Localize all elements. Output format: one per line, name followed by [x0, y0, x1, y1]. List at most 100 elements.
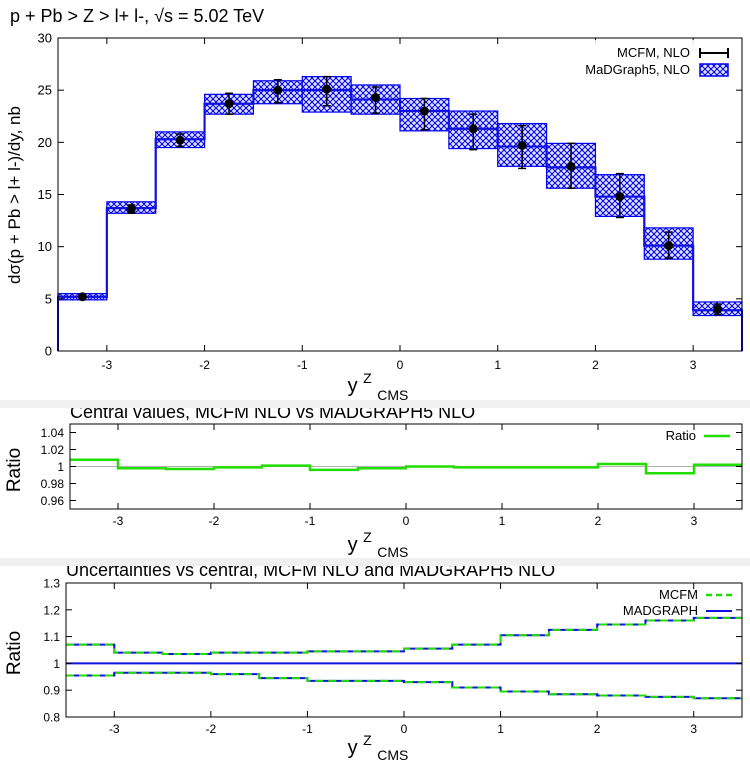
y-tick-label: 0	[45, 344, 52, 359]
x-tick-label: 0	[397, 358, 404, 372]
x-tick-label: -3	[109, 722, 120, 736]
x-axis-label-sub: CMS	[377, 387, 408, 400]
legend-label-madgraph: MaDGraph5, NLO	[585, 62, 690, 77]
legend-label-madgraph-unc: MADGRAPH	[623, 603, 698, 618]
x-tick-label: 2	[592, 358, 599, 372]
ratio-axis-ticks: -3 -2 -1 0 1 2 3 0.96 0.98 1 1.02 1.04	[41, 424, 742, 528]
x-tick-label: 3	[691, 514, 698, 528]
y-tick-label: 0.96	[41, 494, 65, 508]
uncertainty-x-label-sup: Z	[363, 732, 372, 748]
madgraph-outline	[57, 89, 743, 351]
x-tick-label: 3	[690, 358, 697, 372]
mcfm-point	[713, 304, 723, 314]
legend-label-mcfm-unc: MCFM	[659, 587, 698, 602]
mcfm-point	[371, 92, 381, 102]
y-axis-label: dσ(p + Pb > l+ l-)/dy, nb	[5, 106, 24, 284]
mcfm-points-series	[77, 75, 723, 316]
x-tick-label: 1	[494, 358, 501, 372]
uncertainty-axis-ticks: -3 -2 -1 0 1 2 3 0.8 0.9 1 1.1 1.2 1.3	[43, 577, 742, 736]
mcfm-lower-line	[66, 671, 742, 700]
ratio-legend: Ratio	[666, 428, 730, 443]
mcfm-point	[419, 106, 429, 116]
y-tick-label: 1	[57, 460, 64, 474]
madgraph-band-series	[57, 76, 743, 351]
svg-text:y Z CMS: y Z CMS	[348, 728, 409, 763]
y-axis-label-text: dσ(p + Pb > l+ l-)/dy, nb	[5, 106, 24, 284]
mcfm-point	[322, 84, 332, 94]
x-tick-label: -3	[113, 514, 124, 528]
legend-swatch-madgraph	[699, 63, 729, 77]
x-tick-label: 3	[690, 722, 697, 736]
uncertainty-legend: MCFM MADGRAPH	[623, 587, 732, 618]
x-tick-label: -3	[102, 358, 113, 372]
x-tick-label: 1	[497, 722, 504, 736]
y-tick-label: 15	[38, 187, 52, 202]
legend-swatch-mcfm	[699, 48, 729, 58]
x-tick-label: -2	[199, 358, 210, 372]
legend-label-ratio: Ratio	[666, 428, 696, 443]
ratio-x-axis-label: y Z CMS	[348, 525, 409, 558]
y-tick-label: 0.8	[43, 711, 60, 725]
mcfm-point	[615, 192, 625, 202]
x-axis-label-main: y	[348, 375, 358, 397]
y-tick-label: 20	[38, 135, 52, 150]
main-distribution-chart: p + Pb > Z > l+ l-, √s = 5.02 TeV dσ(p +…	[5, 6, 743, 400]
x-tick-label: -2	[206, 722, 217, 736]
uncertainty-x-label-main: y	[348, 737, 358, 759]
central-ratio-chart: Central values, MCFM NLO vs MADGRAPH5 NL…	[4, 408, 743, 558]
panel-separator	[0, 558, 750, 566]
ratio-chart-title: Central values, MCFM NLO vs MADGRAPH5 NL…	[70, 408, 475, 422]
x-tick-label: 1	[499, 514, 506, 528]
mcfm-point	[664, 241, 674, 251]
chart-title: p + Pb > Z > l+ l-, √s = 5.02 TeV	[10, 6, 264, 26]
mcfm-point	[175, 135, 185, 145]
ratio-x-label-sub: CMS	[377, 544, 408, 558]
y-tick-label: 1.04	[41, 426, 65, 440]
mcfm-point	[566, 161, 576, 171]
ratio-y-axis-label: Ratio	[4, 448, 25, 492]
mcfm-point	[468, 124, 478, 134]
ratio-y-axis-label-text: Ratio	[4, 448, 25, 492]
y-tick-label: 1.2	[43, 603, 60, 617]
uncertainty-y-axis-label: Ratio	[4, 631, 25, 675]
uncertainty-x-label-sub: CMS	[377, 747, 408, 763]
ratio-x-label-sup: Z	[363, 529, 372, 545]
ratio-plot-area	[69, 423, 743, 510]
svg-text:y Z CMS: y Z CMS	[348, 525, 409, 558]
y-tick-label: 30	[38, 31, 52, 46]
legend-label-mcfm: MCFM, NLO	[617, 45, 690, 60]
x-tick-label: 0	[403, 514, 410, 528]
x-axis-label-sup: Z	[363, 370, 372, 386]
x-tick-label: -1	[297, 358, 308, 372]
plot-area	[57, 37, 743, 352]
uncertainty-x-axis-label: y Z CMS	[348, 728, 409, 763]
uncertainty-ratio-chart: Uncertainties vs central, MCFM NLO and M…	[4, 566, 743, 763]
y-tick-label: 1.3	[43, 577, 60, 591]
mcfm-point	[517, 140, 527, 150]
x-axis-label: y Z CMS	[348, 366, 409, 400]
mcfm-point	[224, 99, 234, 109]
madgraph-upper-line	[66, 616, 742, 656]
y-tick-label: 0.9	[43, 684, 60, 698]
mcfm-point	[126, 204, 136, 214]
y-tick-label: 1.02	[41, 443, 65, 457]
x-tick-label: 2	[594, 722, 601, 736]
x-tick-label: 0	[401, 722, 408, 736]
svg-text:y Z CMS: y Z CMS	[348, 366, 409, 400]
mcfm-point	[77, 292, 87, 302]
y-tick-label: 5	[45, 291, 52, 306]
mcfm-upper-line	[66, 616, 742, 656]
x-tick-label: -1	[302, 722, 313, 736]
madgraph-lower-line	[66, 671, 742, 700]
panel-separator	[0, 400, 750, 408]
ratio-x-label-main: y	[348, 534, 358, 556]
y-tick-label: 10	[38, 239, 52, 254]
x-tick-label: -1	[305, 514, 316, 528]
y-tick-label: 25	[38, 83, 52, 98]
ratio-series-line	[70, 458, 742, 475]
x-tick-label: -2	[209, 514, 220, 528]
uncertainty-y-axis-label-text: Ratio	[4, 631, 25, 675]
legend: MCFM, NLO MaDGraph5, NLO	[560, 40, 740, 84]
y-tick-label: 1.1	[43, 630, 60, 644]
